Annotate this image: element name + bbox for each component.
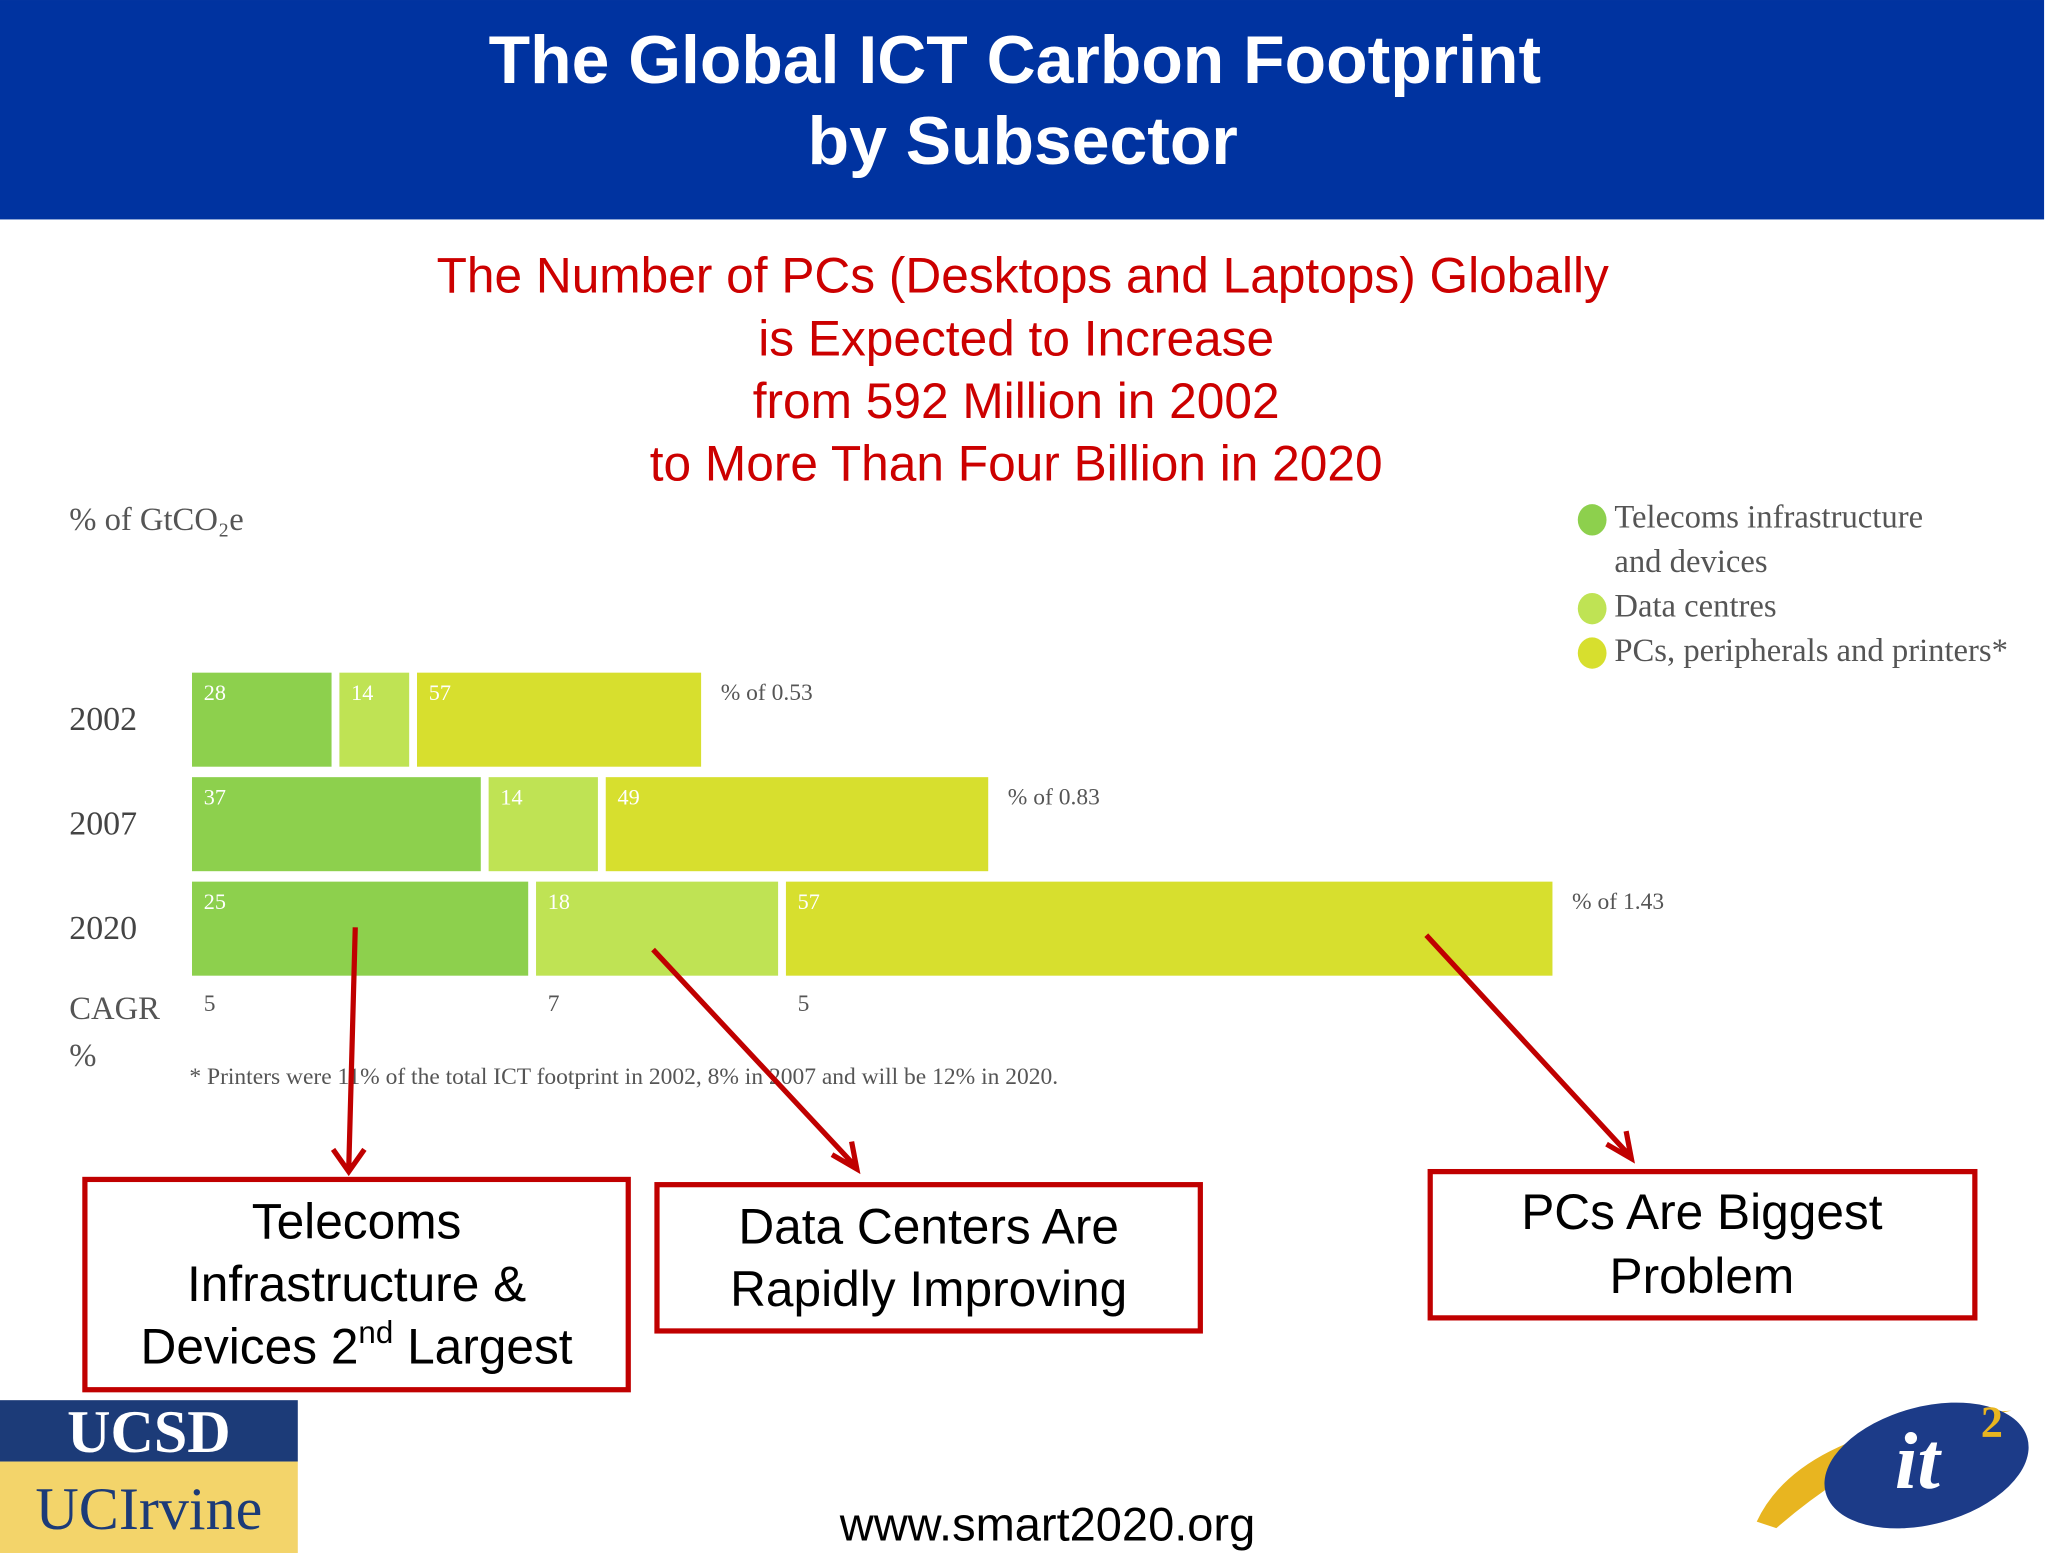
subtitle-line: is Expected to Increase bbox=[758, 310, 1274, 366]
legend-swatch bbox=[1577, 504, 1607, 536]
subtitle-line: The Number of PCs (Desktops and Laptops)… bbox=[437, 248, 1609, 304]
cagr-label: CAGR % bbox=[69, 991, 160, 1074]
footnote: * Printers were 11% of the total ICT foo… bbox=[189, 1064, 1058, 1090]
subtitle-line: to More Than Four Billion in 2020 bbox=[650, 436, 1383, 492]
bar-segment bbox=[192, 777, 481, 872]
callout-text: Rapidly Improving bbox=[730, 1261, 1127, 1317]
footer-url: www.smart2020.org bbox=[839, 1498, 1255, 1551]
callout-box bbox=[1427, 1168, 1978, 1321]
bar-segment bbox=[785, 881, 1553, 976]
value-label: 14 bbox=[351, 680, 373, 705]
callout-text: Devices 2 bbox=[141, 1319, 359, 1375]
logo-text: UCSD bbox=[67, 1398, 231, 1465]
bar-segment bbox=[488, 777, 598, 872]
category-label: 2020 bbox=[69, 910, 137, 947]
callout-text: Data Centers Are bbox=[738, 1198, 1119, 1254]
logo-text: UCIrvine bbox=[35, 1475, 262, 1542]
callout-text: Devices 2nd Largest bbox=[141, 1315, 573, 1375]
bar-segment bbox=[192, 672, 332, 767]
cagr-value: 5 bbox=[798, 991, 810, 1017]
callout-text: Largest bbox=[393, 1319, 573, 1375]
legend-label: Data centres bbox=[1614, 589, 1777, 625]
callout-text: Problem bbox=[1609, 1248, 1794, 1304]
logo-it2: it 2 bbox=[1756, 1396, 2029, 1529]
legend-entry: Telecoms infrastructure and devices bbox=[1614, 500, 1924, 580]
callout-box bbox=[82, 1176, 631, 1393]
logo-ellipse bbox=[1824, 1402, 2029, 1529]
callouts: Telecoms Infrastructure & Devices 2nd La… bbox=[141, 1184, 1883, 1375]
cagr-label-box: CAGR % bbox=[69, 991, 160, 1074]
arrow bbox=[1424, 933, 1635, 1164]
total-label: % of 0.53 bbox=[721, 680, 813, 706]
total-label: % of 0.83 bbox=[1008, 785, 1100, 811]
title: The Global ICT Carbon Footprint bbox=[489, 23, 1541, 98]
bar-segment bbox=[192, 881, 529, 976]
value-label: 28 bbox=[204, 680, 226, 705]
category-label: 2002 bbox=[69, 701, 137, 738]
callout-boxes bbox=[82, 1168, 1978, 1393]
value-label: 14 bbox=[500, 784, 522, 809]
subtitle-line: from 592 Million in 2002 bbox=[753, 373, 1280, 429]
arrow bbox=[330, 927, 367, 1177]
bar-segment bbox=[605, 777, 989, 872]
bar-segment bbox=[417, 672, 702, 767]
logo-ucsd bbox=[0, 1400, 298, 1462]
value-label: 18 bbox=[548, 889, 570, 914]
legend: Telecoms infrastructure and devices Data … bbox=[1577, 500, 2008, 669]
callout-box bbox=[654, 1182, 1203, 1334]
legend-swatch bbox=[1577, 592, 1607, 625]
y-axis-label: % of GtCO₂e bbox=[69, 502, 244, 538]
bar-segment bbox=[536, 881, 779, 976]
value-label: 25 bbox=[204, 889, 226, 914]
value-label: 37 bbox=[204, 784, 226, 809]
bar-segment bbox=[339, 672, 410, 767]
category-label: 2007 bbox=[69, 806, 137, 843]
arrows bbox=[330, 927, 1635, 1177]
value-label: 49 bbox=[618, 784, 640, 809]
legend-entry: PCs, peripherals and printers* bbox=[1614, 633, 2008, 669]
legend-entry: Data centres bbox=[1614, 589, 1777, 625]
legend-label: Telecoms infrastructure and devices bbox=[1614, 500, 1924, 580]
cagr-value: 5 bbox=[204, 991, 216, 1017]
total-label: % of 1.43 bbox=[1572, 889, 1664, 915]
superscript: nd bbox=[358, 1315, 393, 1350]
callout-text: PCs Are Biggest bbox=[1521, 1184, 1883, 1240]
legend-swatch bbox=[1577, 637, 1607, 669]
callout-text: Infrastructure & bbox=[187, 1256, 526, 1312]
callout-text: Telecoms bbox=[252, 1193, 462, 1249]
logo-uci bbox=[0, 1461, 298, 1553]
title: by Subsector bbox=[808, 104, 1238, 179]
value-label: 57 bbox=[798, 889, 820, 914]
logo-text: it bbox=[1895, 1416, 1942, 1506]
logo-text: 2 bbox=[1981, 1396, 2003, 1446]
header-band bbox=[0, 0, 2045, 220]
cagr-value: 7 bbox=[548, 991, 560, 1017]
arrow bbox=[651, 947, 861, 1175]
legend-label: PCs, peripherals and printers* bbox=[1614, 633, 2008, 669]
subtitle: The Number of PCs (Desktops and Laptops)… bbox=[437, 248, 1609, 492]
value-label: 57 bbox=[429, 680, 451, 705]
